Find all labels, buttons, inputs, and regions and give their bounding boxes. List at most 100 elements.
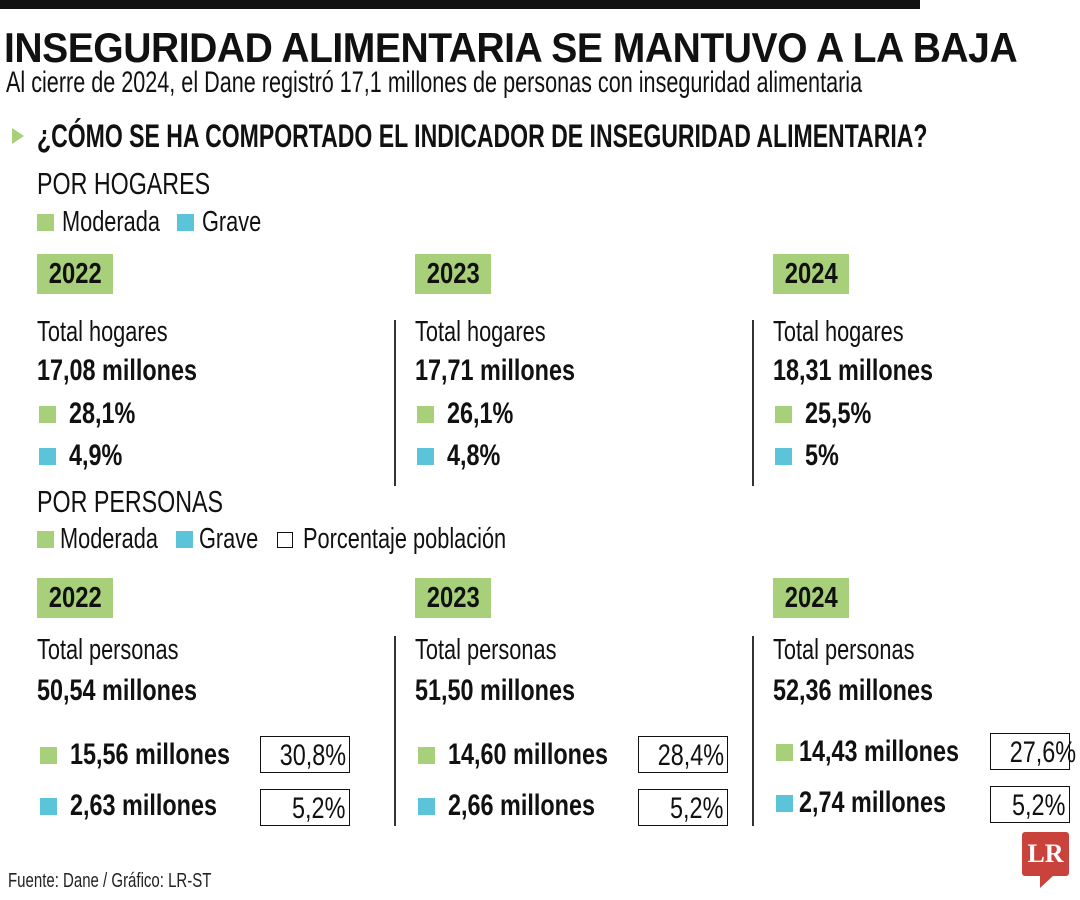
subtitle-text: Al cierre de 2024, el Dane registró 17,1… (6, 66, 863, 99)
moderada-value: 25,5% (805, 397, 872, 430)
moderada-swatch-icon (37, 531, 54, 548)
grave-row: 4,9% (39, 439, 137, 473)
moderada-value: 26,1% (447, 397, 514, 430)
triangle-bullet-icon (12, 128, 24, 144)
grave-swatch-icon (417, 447, 434, 465)
moderada-row: 15,56 millones (40, 738, 275, 772)
hogares-legend: Moderada Grave (37, 206, 281, 239)
grave-swatch-icon (418, 797, 435, 815)
total-label-text: Total hogares (773, 316, 904, 348)
grave-swatch-icon (775, 447, 792, 465)
total-value-text: 50,54 millones (37, 674, 197, 707)
year-text: 2022 (48, 582, 102, 614)
total-label: Total personas (37, 634, 226, 667)
year-text: 2023 (426, 582, 480, 614)
moderada-row: 14,43 millones (776, 735, 1004, 769)
total-value-text: 51,50 millones (415, 674, 575, 707)
total-label: Total personas (415, 634, 604, 667)
grave-swatch-icon (39, 447, 56, 465)
moderada-pct: 28,4% (657, 739, 725, 772)
grave-value: 4,8% (447, 439, 501, 472)
moderada-row: 26,1% (417, 397, 532, 431)
question-text: ¿CÓMO SE HA COMPORTADO EL INDICADOR DE I… (37, 118, 928, 154)
grave-pct-box: 5,2% (260, 789, 350, 826)
page-title: INSEGURIDAD ALIMENTARIA SE MANTUVO A LA … (4, 24, 1080, 72)
total-value: 18,31 millones (773, 354, 978, 388)
grave-pct: 5,2% (291, 792, 345, 825)
grave-pct: 5,2% (669, 792, 723, 825)
porcentaje-swatch-icon (277, 531, 293, 548)
total-label-text: Total hogares (37, 316, 168, 348)
year-badge: 2022 (37, 254, 113, 294)
moderada-swatch-icon (776, 743, 793, 761)
source-note: Fuente: Dane / Gráfico: LR-ST (8, 870, 279, 893)
year-text: 2024 (784, 258, 838, 290)
divider (752, 636, 754, 826)
divider (752, 320, 754, 486)
legend-moderada: Moderada (62, 206, 160, 238)
year-text: 2024 (784, 582, 838, 614)
total-value-text: 17,08 millones (37, 354, 197, 387)
moderada-swatch-icon (418, 746, 435, 764)
total-label: Total personas (773, 634, 962, 667)
total-label-text: Total personas (37, 634, 179, 666)
lr-logo: LR (1022, 832, 1069, 876)
moderada-value: 14,60 millones (448, 738, 608, 771)
year-badge: 2024 (773, 578, 849, 618)
moderada-value: 15,56 millones (70, 738, 230, 771)
total-label: Total hogares (415, 316, 589, 349)
moderada-pct-box: 30,8% (260, 736, 350, 773)
year-text: 2022 (48, 258, 102, 290)
grave-value: 5% (805, 439, 839, 472)
year-badge: 2022 (37, 578, 113, 618)
year-badge: 2024 (773, 254, 849, 294)
grave-value: 2,63 millones (70, 789, 217, 822)
total-label: Total hogares (37, 316, 211, 349)
moderada-pct: 30,8% (279, 739, 347, 772)
total-label: Total hogares (773, 316, 947, 349)
moderada-pct-box: 27,6% (990, 733, 1076, 770)
total-value: 52,36 millones (773, 674, 978, 708)
moderada-pct: 27,6% (1009, 736, 1077, 769)
moderada-value: 14,43 millones (799, 735, 959, 768)
total-value-text: 18,31 millones (773, 354, 933, 387)
grave-pct-box: 5,2% (990, 786, 1070, 823)
total-value-text: 17,71 millones (415, 354, 575, 387)
title-text: INSEGURIDAD ALIMENTARIA SE MANTUVO A LA … (4, 24, 1018, 71)
moderada-swatch-icon (775, 405, 792, 423)
moderada-row: 14,60 millones (418, 738, 653, 772)
total-label-text: Total personas (415, 634, 557, 666)
total-value: 17,71 millones (415, 354, 620, 388)
grave-row: 2,63 millones (40, 789, 258, 823)
grave-row: 5% (775, 439, 848, 473)
total-label-text: Total hogares (415, 316, 546, 348)
grave-swatch-icon (40, 797, 57, 815)
legend-grave: Grave (202, 206, 262, 238)
grave-swatch-icon (776, 794, 793, 812)
year-text: 2023 (426, 258, 480, 290)
moderada-swatch-icon (417, 405, 434, 423)
grave-swatch-icon (177, 214, 194, 231)
logo-tail (1040, 875, 1054, 888)
grave-value: 4,9% (69, 439, 123, 472)
grave-row: 4,8% (417, 439, 515, 473)
grave-pct: 5,2% (1011, 789, 1065, 822)
moderada-row: 25,5% (775, 397, 890, 431)
total-label-text: Total personas (773, 634, 915, 666)
personas-heading-text: POR PERSONAS (37, 484, 224, 519)
total-value-text: 52,36 millones (773, 674, 933, 707)
grave-pct-box: 5,2% (638, 789, 728, 826)
moderada-pct-box: 28,4% (638, 736, 728, 773)
divider (394, 636, 396, 826)
divider (394, 320, 396, 486)
subtitle: Al cierre de 2024, el Dane registró 17,1… (6, 66, 1080, 100)
moderada-swatch-icon (37, 214, 54, 231)
grave-value: 2,66 millones (448, 789, 595, 822)
total-value: 51,50 millones (415, 674, 620, 708)
grave-row: 2,66 millones (418, 789, 636, 823)
section-question: ¿CÓMO SE HA COMPORTADO EL INDICADOR DE I… (37, 118, 1080, 155)
legend-porcentaje: Porcentaje población (303, 523, 507, 555)
hogares-heading-text: POR HOGARES (37, 166, 211, 201)
moderada-swatch-icon (40, 746, 57, 764)
personas-heading: POR PERSONAS (37, 484, 285, 520)
